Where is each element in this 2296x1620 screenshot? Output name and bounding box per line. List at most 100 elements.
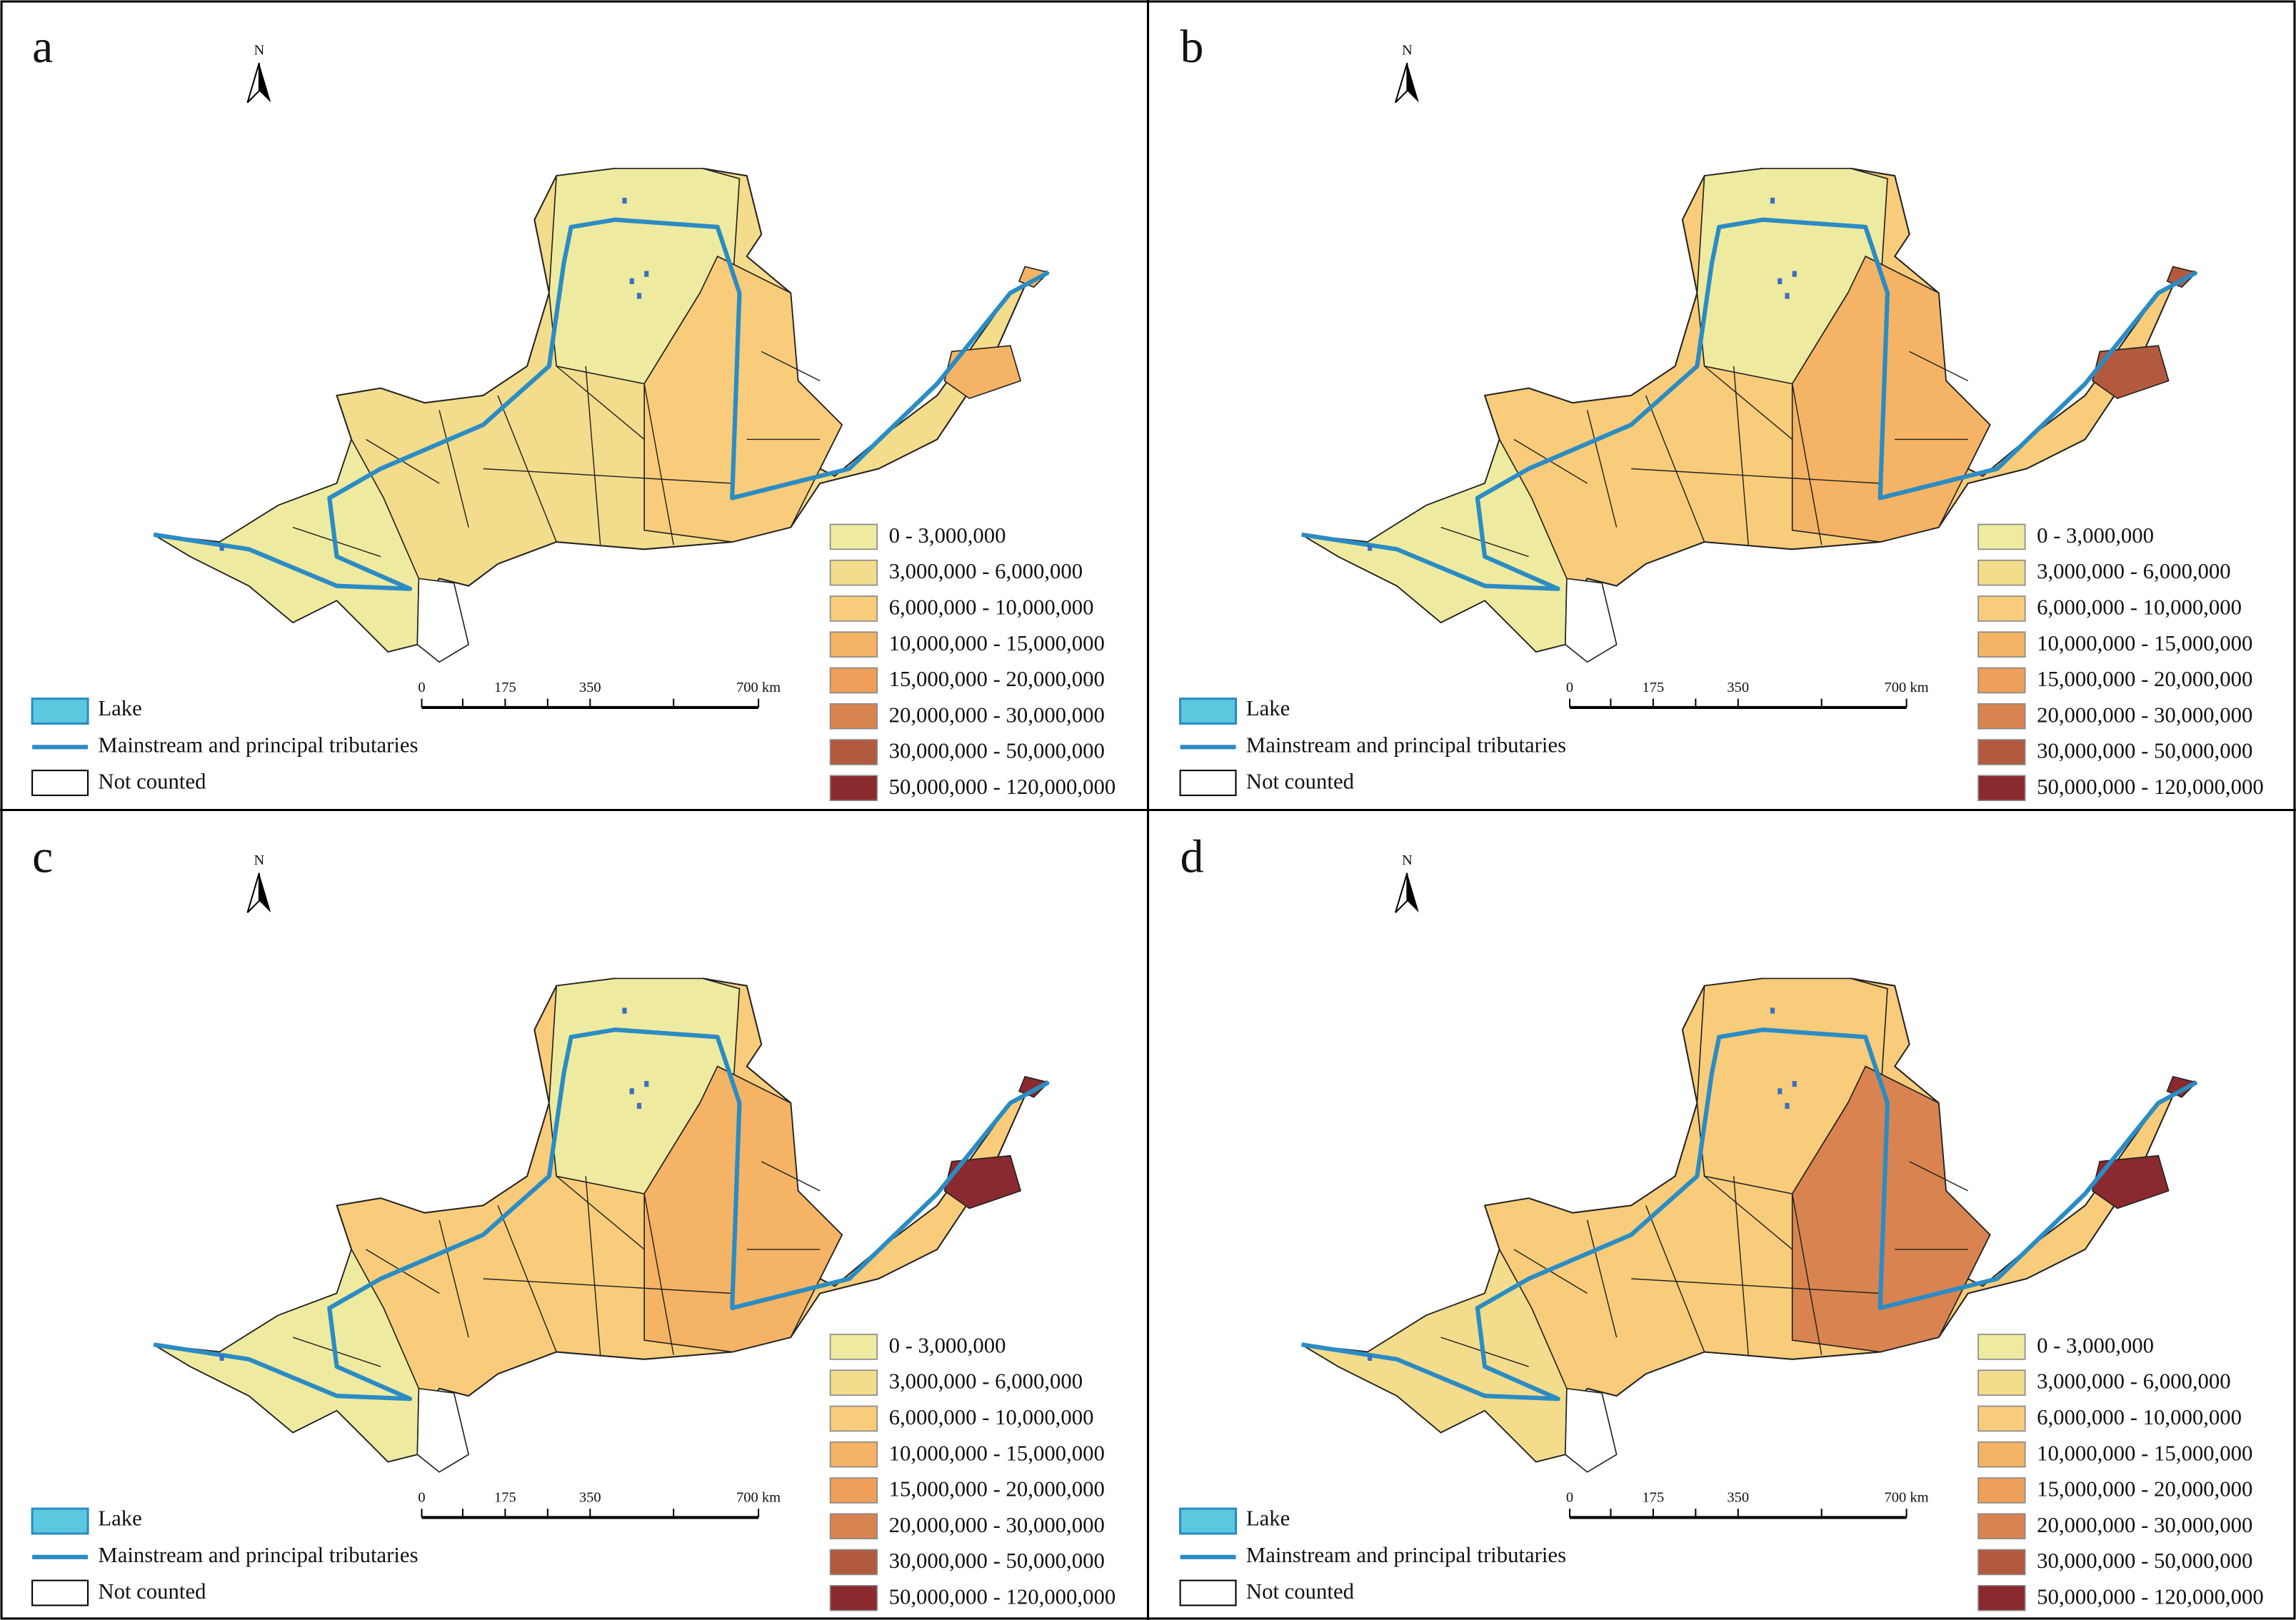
scale-label: 700 km bbox=[736, 680, 781, 695]
class-label: 6,000,000 - 10,000,000 bbox=[889, 595, 1094, 619]
not-counted-region bbox=[416, 578, 470, 663]
scale-label: 700 km bbox=[1885, 680, 1929, 695]
scale-label: 700 km bbox=[1885, 1489, 1929, 1505]
boundary bbox=[643, 1193, 674, 1355]
boundary bbox=[1791, 1193, 1823, 1355]
class-swatch bbox=[829, 1441, 878, 1468]
boundary bbox=[1631, 1278, 1880, 1294]
scale-label: 0 bbox=[1566, 680, 1573, 695]
north-label: N bbox=[254, 852, 265, 868]
class-swatch bbox=[829, 595, 878, 622]
boundary bbox=[483, 468, 733, 484]
scale-label: 350 bbox=[579, 680, 601, 695]
panel-label: c bbox=[32, 831, 53, 882]
not-counted-region bbox=[416, 1387, 470, 1473]
class-label: 15,000,000 - 20,000,000 bbox=[889, 667, 1105, 691]
class-swatch bbox=[1977, 1369, 2026, 1396]
class-label: 30,000,000 - 50,000,000 bbox=[2037, 739, 2252, 763]
region bbox=[1791, 1065, 1991, 1353]
north-label: N bbox=[1402, 43, 1413, 59]
not-counted-swatch bbox=[1179, 770, 1237, 797]
map bbox=[1301, 977, 2198, 1473]
lake-swatch bbox=[1179, 1507, 1238, 1535]
scale-label: 175 bbox=[1643, 1489, 1665, 1505]
boundary bbox=[1791, 383, 1823, 545]
legend-label: Not counted bbox=[1246, 770, 1354, 794]
north-arrow bbox=[1407, 872, 1419, 913]
class-swatch bbox=[829, 775, 878, 801]
boundary bbox=[1733, 366, 1749, 545]
class-swatch bbox=[829, 559, 878, 586]
panel: c N 0 175 350 700 km Lake Mainstream and princi… bbox=[31, 831, 1116, 1611]
scale-label: 0 bbox=[418, 1489, 425, 1505]
class-label: 50,000,000 - 120,000,000 bbox=[889, 1584, 1116, 1609]
class-label: 0 - 3,000,000 bbox=[889, 1333, 1006, 1357]
class-swatch bbox=[829, 1334, 878, 1360]
map bbox=[153, 167, 1050, 663]
legend-label: Mainstream and principal tributaries bbox=[98, 733, 418, 757]
class-label: 3,000,000 - 6,000,000 bbox=[889, 559, 1083, 583]
class-swatch bbox=[829, 1513, 878, 1539]
boundary bbox=[761, 1161, 821, 1192]
class-swatch bbox=[1977, 631, 2026, 658]
class-swatch bbox=[1977, 703, 2026, 730]
class-swatch bbox=[1977, 1477, 2026, 1504]
boundary bbox=[585, 1176, 601, 1355]
boundary bbox=[1586, 1219, 1618, 1338]
class-label: 30,000,000 - 50,000,000 bbox=[2037, 1549, 2252, 1573]
panel: d N 0 175 350 700 km Lake Mainstream and princi… bbox=[1179, 831, 2264, 1611]
legend-label: Not counted bbox=[1246, 1579, 1354, 1604]
scale-label: 175 bbox=[494, 680, 516, 695]
class-swatch bbox=[829, 1369, 878, 1396]
class-label: 15,000,000 - 20,000,000 bbox=[889, 1477, 1105, 1501]
legend-label: Mainstream and principal tributaries bbox=[98, 1543, 418, 1567]
class-swatch bbox=[1977, 559, 2026, 586]
lake bbox=[636, 1102, 642, 1110]
class-label: 10,000,000 - 15,000,000 bbox=[889, 631, 1105, 655]
boundary bbox=[1645, 395, 1705, 543]
boundary bbox=[556, 366, 645, 441]
map bbox=[153, 977, 1050, 1473]
boundary bbox=[497, 395, 557, 543]
class-label: 3,000,000 - 6,000,000 bbox=[2037, 1369, 2231, 1394]
not-counted-swatch bbox=[31, 770, 89, 797]
class-swatch bbox=[829, 523, 878, 550]
scale-label: 0 bbox=[418, 680, 425, 695]
class-label: 30,000,000 - 50,000,000 bbox=[889, 1549, 1105, 1573]
boundary bbox=[1909, 1161, 1969, 1192]
legend-label: Not counted bbox=[98, 1579, 206, 1604]
scale-label: 175 bbox=[494, 1489, 516, 1505]
lake-swatch bbox=[1179, 698, 1238, 725]
boundary bbox=[483, 1278, 733, 1294]
river bbox=[1301, 217, 2198, 591]
panel: a N 0 175 350 700 km Lake Mainstream and princi… bbox=[31, 21, 1116, 801]
class-label: 50,000,000 - 120,000,000 bbox=[2037, 1584, 2264, 1609]
class-swatch bbox=[1977, 595, 2026, 622]
class-label: 15,000,000 - 20,000,000 bbox=[2037, 1477, 2252, 1501]
lake bbox=[622, 1007, 627, 1014]
boundary bbox=[585, 366, 601, 545]
legend-label: Lake bbox=[1246, 696, 1290, 720]
region bbox=[643, 1065, 843, 1353]
lake bbox=[636, 293, 642, 299]
boundary bbox=[497, 1205, 557, 1352]
class-swatch bbox=[829, 631, 878, 658]
river bbox=[1301, 1027, 2198, 1402]
lake bbox=[622, 197, 627, 204]
class-label: 6,000,000 - 10,000,000 bbox=[2037, 595, 2242, 619]
legend-label: Mainstream and principal tributaries bbox=[1246, 733, 1566, 757]
lake bbox=[629, 1088, 634, 1095]
class-swatch bbox=[1977, 1334, 2026, 1360]
boundary bbox=[438, 410, 469, 528]
panel-label: d bbox=[1180, 831, 1204, 882]
not-counted-swatch bbox=[1179, 1579, 1237, 1606]
panel-label: b bbox=[1180, 21, 1204, 73]
class-swatch bbox=[1977, 775, 2026, 801]
lake bbox=[644, 1081, 649, 1087]
lake bbox=[629, 278, 634, 284]
legend-label: Not counted bbox=[98, 770, 206, 794]
class-swatch bbox=[829, 1549, 878, 1576]
not-counted-swatch bbox=[31, 1579, 89, 1606]
class-swatch bbox=[1977, 523, 2026, 550]
